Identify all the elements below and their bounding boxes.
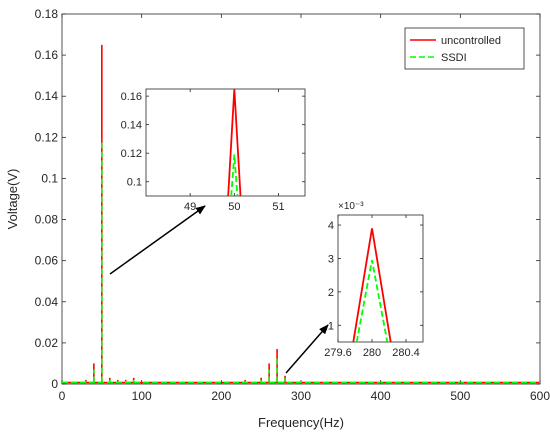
x-axis-label: Frequency(Hz) bbox=[258, 415, 344, 430]
y-tick-label: 0.08 bbox=[35, 213, 59, 227]
inset-ssdi-line bbox=[355, 259, 389, 343]
inset-x-tick-label: 280.4 bbox=[392, 347, 420, 359]
inset-uncontrolled-line bbox=[227, 88, 242, 197]
legend-box bbox=[404, 27, 525, 70]
inset-exponent-label: ×10⁻³ bbox=[338, 201, 364, 212]
x-tick-label: 400 bbox=[371, 389, 391, 403]
zoom-arrow-50hz bbox=[109, 205, 206, 275]
x-tick-label: 300 bbox=[291, 389, 311, 403]
y-tick-label: 0.04 bbox=[35, 295, 59, 309]
inset-y-tick-label: 4 bbox=[328, 220, 334, 232]
inset-x-tick-label: 49 bbox=[184, 201, 196, 213]
inset-y-tick-label: 2 bbox=[328, 287, 334, 299]
inset-x-tick-label: 50 bbox=[228, 201, 240, 213]
x-tick-label: 600 bbox=[530, 389, 550, 403]
inset-50hz: 49 50 51 0.1 0.12 0.14 0.16 bbox=[121, 88, 306, 213]
x-tick-label: 100 bbox=[132, 389, 152, 403]
ssdi-series bbox=[69, 139, 462, 383]
y-tick-label: 0.18 bbox=[35, 7, 59, 21]
y-tick-label: 0.1 bbox=[41, 171, 58, 185]
y-tick-label: 0.16 bbox=[35, 48, 59, 62]
y-tick-label: 0.12 bbox=[35, 130, 59, 144]
main-plot-frame bbox=[61, 13, 541, 385]
y-tick-label: 0.02 bbox=[35, 336, 59, 350]
zoom-arrow-280hz bbox=[285, 324, 329, 374]
legend-label: uncontrolled bbox=[441, 35, 501, 47]
inset-x-tick-label: 279.6 bbox=[324, 347, 352, 359]
x-tick-label: 0 bbox=[59, 389, 66, 403]
inset-uncontrolled-line bbox=[352, 228, 392, 343]
inset-x-tick-label: 280 bbox=[363, 347, 381, 359]
y-tick-label: 0.14 bbox=[35, 89, 59, 103]
inset-y-tick-label: 0.16 bbox=[121, 91, 142, 103]
inset-280hz: 279.6 280 280.4 1 2 3 4 ×10⁻³ bbox=[324, 201, 424, 359]
inset-y-tick-label: 0.12 bbox=[121, 148, 142, 160]
x-tick-label: 200 bbox=[211, 389, 231, 403]
inset-x-tick-label: 51 bbox=[272, 201, 284, 213]
legend: uncontrolled SSDI bbox=[404, 27, 525, 70]
x-tick-label: 500 bbox=[450, 389, 470, 403]
inset-y-tick-label: 0.14 bbox=[121, 120, 142, 132]
inset-ssdi-line bbox=[230, 154, 239, 197]
inset-y-tick-label: 0.1 bbox=[127, 177, 142, 189]
legend-label: SSDI bbox=[441, 52, 467, 64]
inset-y-tick-label: 3 bbox=[328, 253, 334, 265]
y-axis-label: Voltage(V) bbox=[5, 169, 20, 230]
inset-frame bbox=[145, 88, 306, 197]
y-tick-label: 0 bbox=[51, 377, 58, 391]
inset-y-tick-label: 1 bbox=[328, 320, 334, 332]
y-tick-label: 0.06 bbox=[35, 254, 59, 268]
